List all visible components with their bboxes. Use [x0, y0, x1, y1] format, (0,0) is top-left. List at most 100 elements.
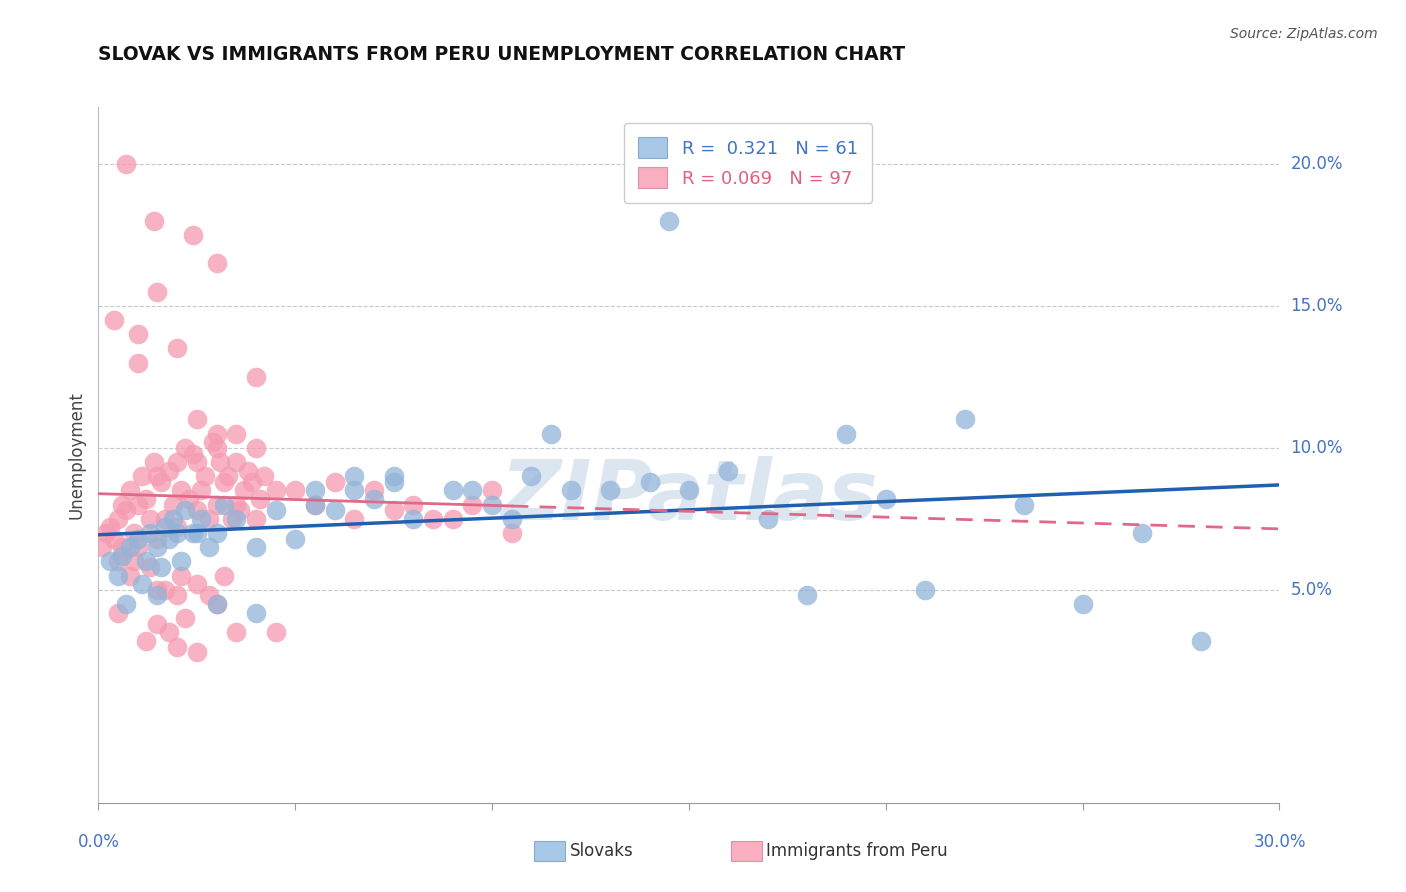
Point — [540, 426, 562, 441]
Point — [146, 582, 169, 597]
Point — [245, 606, 267, 620]
Point — [170, 568, 193, 582]
Point — [382, 475, 405, 489]
Point — [343, 512, 366, 526]
Point — [177, 491, 200, 506]
Point — [1189, 634, 1212, 648]
Point — [127, 356, 149, 370]
Point — [131, 469, 153, 483]
Point — [214, 568, 236, 582]
Point — [835, 426, 858, 441]
Point — [363, 483, 385, 498]
Point — [658, 213, 681, 227]
Point — [122, 526, 145, 541]
Point — [155, 582, 177, 597]
Point — [240, 475, 263, 489]
Y-axis label: Unemployment: Unemployment — [67, 391, 86, 519]
Point — [146, 469, 169, 483]
Point — [205, 426, 228, 441]
Point — [756, 512, 779, 526]
Point — [127, 498, 149, 512]
Point — [103, 532, 125, 546]
Point — [174, 441, 197, 455]
Point — [135, 634, 157, 648]
Point — [162, 512, 184, 526]
Point — [91, 540, 114, 554]
Point — [186, 455, 208, 469]
Point — [1071, 597, 1094, 611]
Point — [166, 342, 188, 356]
Point — [122, 554, 145, 568]
Point — [142, 213, 165, 227]
Point — [717, 464, 740, 478]
Point — [264, 625, 287, 640]
Point — [186, 526, 208, 541]
Point — [284, 483, 307, 498]
Point — [107, 554, 129, 568]
Point — [422, 512, 444, 526]
Point — [402, 498, 425, 512]
Point — [382, 469, 405, 483]
Point — [197, 589, 219, 603]
Point — [205, 441, 228, 455]
Point — [205, 256, 228, 270]
Point — [157, 532, 180, 546]
Point — [166, 526, 188, 541]
Text: 10.0%: 10.0% — [1291, 439, 1343, 457]
Point — [209, 455, 232, 469]
Point — [174, 503, 197, 517]
Point — [214, 498, 236, 512]
Point — [107, 568, 129, 582]
Point — [225, 455, 247, 469]
Point — [217, 469, 239, 483]
Point — [170, 554, 193, 568]
Point — [481, 483, 503, 498]
Point — [138, 512, 160, 526]
Point — [264, 503, 287, 517]
Text: ZIPatlas: ZIPatlas — [501, 456, 877, 537]
Point — [186, 412, 208, 426]
Point — [127, 540, 149, 554]
Point — [146, 532, 169, 546]
Point — [402, 512, 425, 526]
Point — [146, 616, 169, 631]
Point — [135, 491, 157, 506]
Point — [304, 483, 326, 498]
Point — [174, 611, 197, 625]
Point — [135, 554, 157, 568]
Point — [166, 589, 188, 603]
Point — [225, 625, 247, 640]
Point — [138, 526, 160, 541]
Point — [253, 469, 276, 483]
Point — [96, 526, 118, 541]
Point — [236, 464, 259, 478]
Point — [205, 498, 228, 512]
Point — [111, 540, 134, 554]
Point — [205, 597, 228, 611]
Point — [638, 475, 661, 489]
Point — [111, 498, 134, 512]
Point — [157, 464, 180, 478]
Point — [166, 455, 188, 469]
Point — [115, 503, 138, 517]
Point — [127, 532, 149, 546]
Point — [150, 560, 173, 574]
Point — [875, 491, 897, 506]
Point — [181, 526, 204, 541]
Point — [98, 520, 121, 534]
Point — [155, 512, 177, 526]
Point — [157, 625, 180, 640]
Point — [343, 469, 366, 483]
Point — [233, 483, 256, 498]
Point — [284, 532, 307, 546]
Point — [953, 412, 976, 426]
Point — [197, 540, 219, 554]
Point — [461, 498, 484, 512]
Point — [118, 540, 141, 554]
Point — [382, 503, 405, 517]
Point — [1130, 526, 1153, 541]
Point — [107, 606, 129, 620]
Point — [181, 446, 204, 460]
Point — [118, 483, 141, 498]
Point — [142, 455, 165, 469]
